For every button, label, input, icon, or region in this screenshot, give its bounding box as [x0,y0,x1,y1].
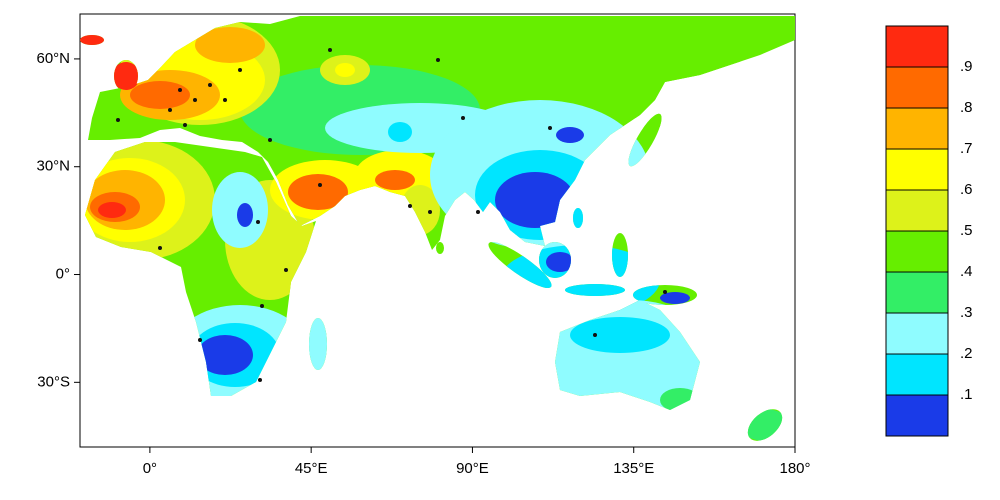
colorbar-label: .1 [960,386,973,403]
station [208,83,212,87]
contour [570,317,670,353]
station [178,88,182,92]
contour [660,292,690,304]
station [223,98,227,102]
colorbar-swatch [885,66,949,109]
contour [197,335,253,375]
station [183,123,187,127]
station [663,290,667,294]
contour [335,63,355,77]
station [193,98,197,102]
contour [112,62,140,90]
station [408,204,412,208]
station [260,304,264,308]
contour [375,170,415,190]
colorbar-label: .5 [960,222,973,239]
y-tick-label: 0° [56,265,70,282]
colorbar-swatch [885,107,949,150]
contour [195,27,265,63]
contour [130,81,190,109]
station [258,378,262,382]
colorbar-swatch [885,312,949,355]
y-tick-label: 30°S [37,373,70,390]
y-tick-label: 30°N [36,158,70,175]
station [158,246,162,250]
contour [237,203,253,227]
colorbar-label: .7 [960,140,973,157]
contour [80,34,106,46]
x-tick-label: 180° [779,460,810,477]
station [168,108,172,112]
contour [288,174,348,210]
station-dots [116,48,667,382]
colorbar-swatch [885,271,949,314]
contour [98,202,126,218]
station [548,126,552,130]
contour [546,252,574,272]
station [328,48,332,52]
station [476,210,480,214]
colorbar-swatch [885,230,949,273]
contour [495,172,575,228]
colorbar-swatch [885,189,949,232]
colorbar-label: .9 [960,58,973,75]
station [256,220,260,224]
x-tick-label: 90°E [456,460,489,477]
y-tick-label: 60°N [36,50,70,67]
colorbar-label: .4 [960,263,973,280]
station [428,210,432,214]
station [461,116,465,120]
station [436,58,440,62]
station [593,333,597,337]
colorbar-label: .3 [960,304,973,321]
x-tick-label: 45°E [295,460,328,477]
colorbar-swatch [885,394,949,437]
colorbar-swatch [885,148,949,191]
colorbar-swatch [885,25,949,68]
x-tick-label: 135°E [613,460,654,477]
colorbar-label: .6 [960,181,973,198]
station [116,118,120,122]
station [284,268,288,272]
colorbar-swatch [885,353,949,396]
colorbar-label: .8 [960,99,973,116]
station [318,183,322,187]
station [268,138,272,142]
station [198,338,202,342]
contour [306,314,330,374]
contour [556,127,584,143]
x-tick-label: 0° [143,460,157,477]
colorbar-label: .2 [960,345,973,362]
station [238,68,242,72]
contour [388,122,412,142]
